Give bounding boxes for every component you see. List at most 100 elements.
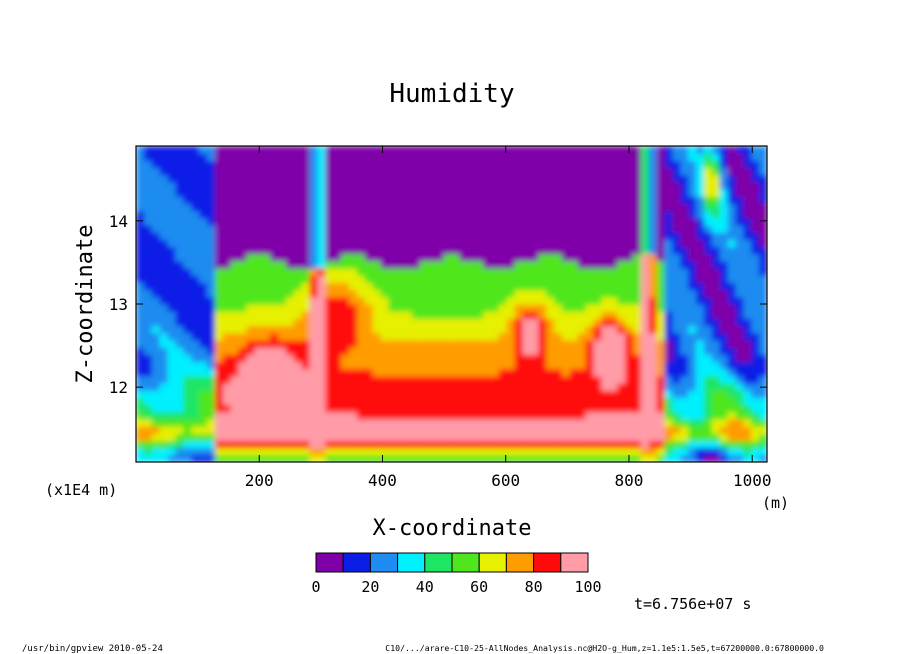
field-cell [459, 189, 468, 197]
field-cell [262, 368, 271, 377]
field-cell [364, 339, 374, 348]
field-cell [640, 289, 650, 298]
field-cell [301, 368, 311, 377]
colorbar-label: 0 [311, 578, 320, 596]
field-cell [593, 196, 602, 205]
field-cell [711, 296, 721, 305]
field-cell [388, 289, 397, 298]
field-cell [167, 275, 177, 284]
field-cell [601, 196, 610, 205]
field-cell [743, 447, 752, 456]
field-cell [443, 447, 453, 456]
field-cell [317, 246, 326, 255]
field-cell [546, 282, 555, 291]
field-cell [167, 296, 177, 305]
field-cell [136, 332, 145, 341]
field-cell [711, 447, 721, 456]
field-cell [151, 354, 161, 363]
field-cell [293, 397, 303, 406]
field-cell [696, 318, 705, 327]
field-cell [617, 318, 626, 327]
field-cell [585, 253, 595, 262]
field-cell [743, 282, 752, 291]
field-cell [475, 411, 484, 420]
field-cell [759, 296, 767, 305]
field-cell [648, 246, 658, 255]
field-cell [341, 260, 350, 269]
field-cell [759, 375, 767, 384]
field-cell [238, 160, 248, 169]
field-cell [372, 289, 382, 298]
field-cell [735, 210, 744, 219]
field-cell [293, 167, 303, 176]
field-cell [467, 368, 476, 377]
field-cell [490, 181, 500, 190]
field-cell [199, 311, 208, 319]
field-cell [640, 304, 650, 312]
field-cell [696, 275, 705, 284]
field-cell [356, 167, 366, 176]
field-cell [230, 260, 240, 269]
field-cell [640, 454, 650, 462]
field-cell [672, 260, 681, 269]
field-cell [333, 217, 342, 226]
field-cell [483, 153, 492, 161]
field-cell [632, 160, 642, 169]
field-cell [293, 239, 303, 248]
field-cell [262, 325, 271, 334]
field-cell [222, 361, 232, 370]
field-cell [443, 174, 453, 183]
field-cell [593, 318, 602, 327]
field-cell [475, 383, 484, 391]
field-cell [372, 433, 382, 442]
field-cell [451, 296, 460, 305]
field-cell [530, 239, 539, 248]
field-cell [427, 318, 437, 327]
field-cell [412, 253, 421, 262]
field-cell [759, 390, 767, 398]
field-cell [561, 174, 571, 183]
field-cell [301, 275, 311, 284]
field-cell [206, 325, 216, 334]
field-cell [293, 174, 303, 183]
field-cell [199, 260, 208, 269]
field-cell [640, 296, 650, 305]
field-cell [412, 203, 421, 212]
field-cell [277, 361, 287, 370]
field-cell [498, 311, 508, 319]
field-cell [696, 311, 705, 319]
field-cell [380, 361, 389, 370]
field-cell [396, 332, 405, 341]
field-cell [183, 411, 192, 420]
field-cell [703, 160, 713, 169]
field-cell [348, 289, 358, 298]
field-cell [727, 174, 737, 183]
field-cell [459, 404, 468, 413]
field-cell [309, 447, 319, 456]
field-cell [459, 174, 468, 183]
field-cell [632, 375, 642, 384]
field-cell [648, 268, 658, 276]
field-cell [664, 296, 673, 305]
field-cell [380, 181, 389, 190]
field-cell [159, 181, 169, 190]
field-cell [648, 404, 658, 413]
field-cell [585, 246, 595, 255]
field-cell [396, 181, 405, 190]
field-cell [561, 253, 571, 262]
field-cell [238, 174, 248, 183]
field-cell [648, 253, 658, 262]
field-cell [719, 454, 729, 462]
field-cell [222, 260, 232, 269]
field-cell [680, 275, 689, 284]
field-cell [301, 383, 311, 391]
field-cell [309, 289, 319, 298]
field-cell [246, 225, 255, 233]
field-cell [214, 426, 224, 434]
field-cell [341, 375, 350, 384]
field-cell [143, 181, 153, 190]
field-cell [451, 404, 460, 413]
field-cell [443, 440, 453, 449]
field-cell [293, 203, 303, 212]
field-cell [569, 181, 579, 190]
